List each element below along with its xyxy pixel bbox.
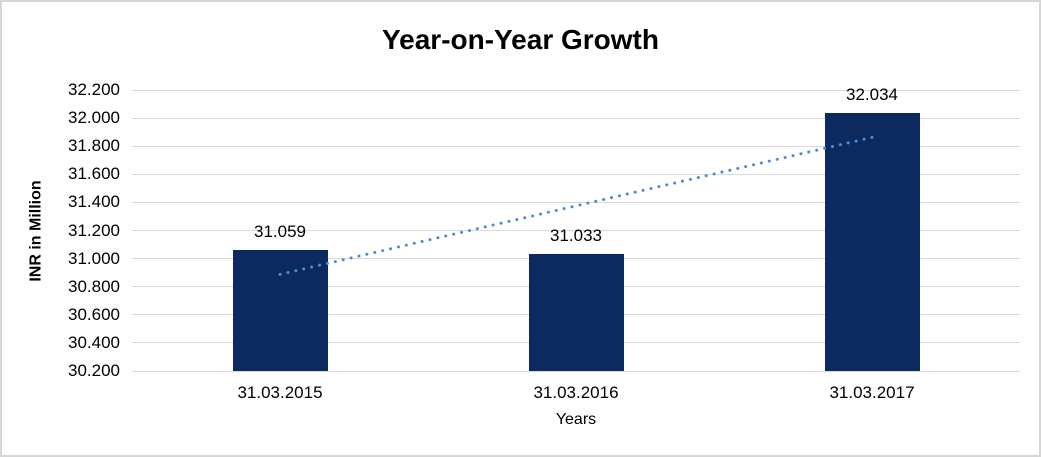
y-axis-tick-label: 31.000 <box>68 248 120 268</box>
y-axis-tick-label: 30.200 <box>68 361 120 380</box>
y-axis-tick-label: 32.200 <box>68 80 120 99</box>
bar-31.03.2017 <box>824 113 920 371</box>
data-label: 31.033 <box>550 225 602 245</box>
x-axis-tick-label: 31.03.2016 <box>533 383 619 402</box>
gridline <box>132 89 1020 91</box>
gridline <box>132 370 1020 372</box>
plot-area: 31.059 31.033 32.034 <box>132 85 1020 372</box>
y-axis-tick-label: 32.000 <box>68 108 120 128</box>
x-axis-title: Years <box>555 411 597 428</box>
y-axis-tick-label: 31.400 <box>68 192 120 212</box>
gridline <box>132 201 1020 203</box>
gridline <box>132 117 1020 119</box>
y-axis-tick-label: 31.600 <box>68 164 120 184</box>
gridline <box>132 173 1020 175</box>
y-axis-tick-label: 30.400 <box>68 332 120 352</box>
trendline-segment <box>278 135 874 276</box>
bar-31.03.2016 <box>528 253 624 371</box>
chart-title: Year-on-Year Growth <box>382 24 659 55</box>
y-axis-tick-label: 31.200 <box>68 220 120 240</box>
y-axis-tick-label: 31.800 <box>68 136 120 156</box>
bar-31.03.2015 <box>232 250 328 371</box>
gridline <box>132 145 1020 147</box>
gridline <box>132 230 1020 231</box>
data-label: 32.034 <box>846 85 898 105</box>
x-axis-tick-label: 31.03.2017 <box>829 383 915 402</box>
data-label: 31.059 <box>254 222 306 242</box>
x-axis-tick-label: 31.03.2015 <box>237 383 323 402</box>
y-axis-tick-label: 30.800 <box>68 276 120 296</box>
y-axis-tick-label: 30.600 <box>68 304 120 324</box>
